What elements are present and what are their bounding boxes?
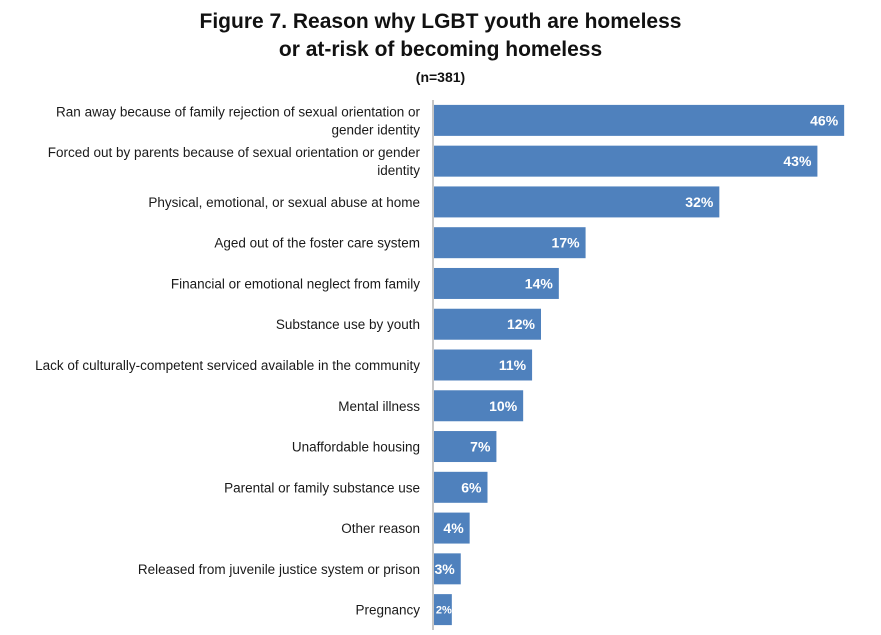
value-label-8: 7%: [470, 439, 491, 455]
category-label-4: Financial or emotional neglect from fami…: [171, 276, 420, 291]
category-label-9: Parental or family substance use: [224, 480, 420, 495]
category-label-line: Other reason: [341, 521, 420, 536]
value-label-0: 46%: [810, 112, 839, 128]
category-label-line: Released from juvenile justice system or…: [138, 562, 420, 577]
value-label-10: 4%: [443, 520, 464, 536]
bar-11: [434, 553, 461, 585]
bar-2: [434, 186, 720, 218]
value-label-5: 12%: [507, 316, 536, 332]
category-label-line: identity: [377, 163, 420, 178]
bar-4: [434, 267, 559, 299]
bar-6: [434, 349, 533, 381]
category-label-line: Physical, emotional, or sexual abuse at …: [148, 195, 420, 210]
category-label-6: Lack of culturally-competent serviced av…: [35, 358, 420, 373]
category-label-line: Unaffordable housing: [292, 440, 420, 455]
category-label-line: Pregnancy: [355, 603, 420, 618]
bar-0: [434, 104, 845, 136]
chart-title-line-2: or at-risk of becoming homeless: [278, 38, 603, 61]
category-label-11: Released from juvenile justice system or…: [138, 562, 420, 577]
bars-layer: 46% Ran away because of family rejection …: [35, 104, 845, 626]
category-label-line: Financial or emotional neglect from fami…: [171, 276, 420, 291]
category-label-line: gender identity: [331, 122, 420, 137]
category-label-line: Forced out by parents because of sexual …: [48, 145, 421, 160]
category-label-3: Aged out of the foster care system: [214, 236, 420, 251]
value-label-2: 32%: [685, 194, 714, 210]
value-label-6: 11%: [499, 357, 527, 373]
value-label-9: 6%: [461, 479, 482, 495]
bar-1: [434, 145, 818, 177]
category-label-line: Lack of culturally-competent serviced av…: [35, 358, 420, 373]
category-label-8: Unaffordable housing: [292, 440, 420, 455]
value-label-3: 17%: [552, 235, 581, 251]
bar-3: [434, 227, 586, 259]
category-label-1: Forced out by parents because of sexual …: [48, 145, 421, 178]
bar-5: [434, 308, 541, 340]
value-label-12: 2%: [436, 605, 452, 617]
bar-12: [434, 594, 452, 626]
category-label-line: Mental illness: [338, 399, 420, 414]
category-label-line: Parental or family substance use: [224, 480, 420, 495]
category-label-5: Substance use by youth: [276, 317, 420, 332]
bar-10: [434, 512, 470, 544]
chart-title-block: Figure 7. Reason why LGBT youth are home…: [0, 8, 881, 87]
chart-title: Figure 7. Reason why LGBT youth are home…: [199, 10, 682, 33]
category-label-0: Ran away because of family rejection of …: [56, 104, 420, 137]
category-label-12: Pregnancy: [355, 603, 420, 618]
category-label-line: Aged out of the foster care system: [214, 236, 420, 251]
bar-9: [434, 471, 488, 503]
category-label-7: Mental illness: [338, 399, 420, 414]
bar-8: [434, 431, 497, 463]
value-label-4: 14%: [525, 275, 554, 291]
category-label-line: Ran away because of family rejection of …: [56, 104, 420, 119]
value-label-11: 3%: [435, 561, 456, 577]
bar-7: [434, 390, 524, 422]
value-label-7: 10%: [489, 398, 518, 414]
category-label-10: Other reason: [341, 521, 420, 536]
chart-subtitle: (n=381): [415, 69, 466, 85]
value-label-1: 43%: [783, 153, 812, 169]
category-label-2: Physical, emotional, or sexual abuse at …: [148, 195, 420, 210]
category-label-line: Substance use by youth: [276, 317, 420, 332]
